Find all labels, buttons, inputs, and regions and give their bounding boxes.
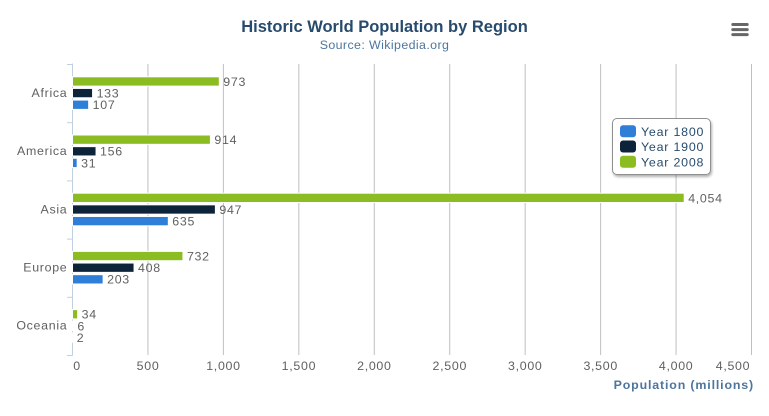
- svg-text:156: 156: [100, 145, 123, 159]
- svg-text:America: America: [17, 144, 67, 158]
- svg-text:Oceania: Oceania: [16, 319, 67, 333]
- svg-text:732: 732: [187, 249, 210, 263]
- svg-text:4,000: 4,000: [659, 359, 694, 373]
- svg-text:2: 2: [77, 331, 85, 345]
- svg-text:1,000: 1,000: [206, 359, 241, 373]
- svg-text:0: 0: [73, 359, 81, 373]
- svg-text:Year 1800: Year 1800: [641, 125, 704, 139]
- svg-text:Europe: Europe: [23, 261, 67, 275]
- svg-text:914: 914: [214, 133, 237, 147]
- svg-text:1,500: 1,500: [282, 359, 317, 373]
- svg-text:3,500: 3,500: [583, 359, 618, 373]
- svg-text:Year 1900: Year 1900: [641, 140, 704, 154]
- svg-text:203: 203: [107, 273, 130, 287]
- svg-text:3,000: 3,000: [508, 359, 543, 373]
- svg-text:973: 973: [223, 75, 246, 89]
- svg-text:500: 500: [137, 359, 160, 373]
- svg-text:4,054: 4,054: [688, 191, 723, 205]
- svg-text:31: 31: [81, 156, 96, 170]
- svg-text:Year 2008: Year 2008: [641, 155, 704, 169]
- svg-text:635: 635: [172, 215, 195, 229]
- svg-text:Source: Wikipedia.org: Source: Wikipedia.org: [320, 38, 450, 52]
- svg-text:Africa: Africa: [32, 86, 68, 100]
- svg-text:408: 408: [138, 261, 161, 275]
- svg-text:947: 947: [219, 203, 242, 217]
- svg-text:34: 34: [82, 308, 97, 322]
- svg-text:4,500: 4,500: [716, 359, 751, 373]
- svg-text:133: 133: [97, 87, 120, 101]
- svg-text:107: 107: [93, 98, 116, 112]
- svg-text:Historic World Population by R: Historic World Population by Region: [241, 18, 528, 36]
- svg-text:Asia: Asia: [40, 202, 67, 216]
- svg-text:2,500: 2,500: [433, 359, 468, 373]
- svg-text:6: 6: [77, 319, 85, 333]
- svg-text:Population (millions): Population (millions): [614, 378, 754, 392]
- svg-text:2,000: 2,000: [357, 359, 392, 373]
